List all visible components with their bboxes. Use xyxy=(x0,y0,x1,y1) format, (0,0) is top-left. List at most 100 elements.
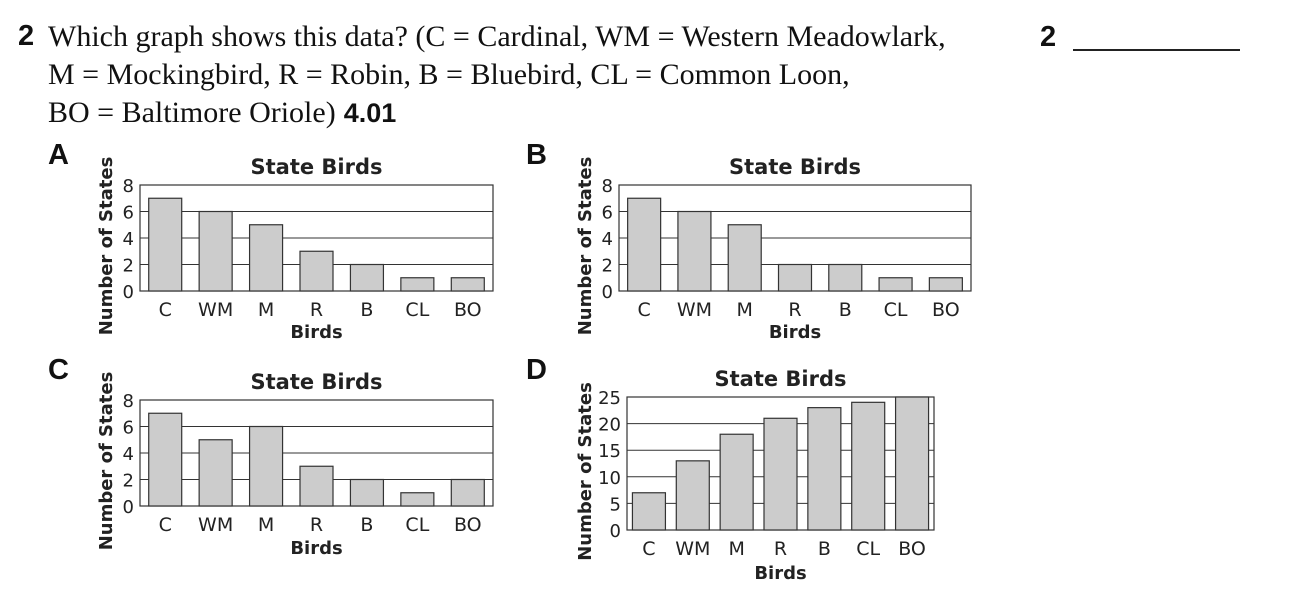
chart-a-xtick-wm: WM xyxy=(198,299,233,321)
chart-d-bar-r xyxy=(763,417,798,531)
chart-b-xlabel: Birds xyxy=(769,322,821,343)
chart-a-xlabel: Birds xyxy=(290,322,342,343)
chart-d-bar-c xyxy=(631,492,667,531)
chart-a-bar-c xyxy=(148,197,183,292)
chart-a-xtick-r: R xyxy=(310,299,323,321)
chart-c-xtick-c: C xyxy=(159,514,172,536)
question-text-line-1: Which graph shows this data? (C = Cardin… xyxy=(48,20,946,53)
chart-d-ytick-10: 10 xyxy=(598,468,621,489)
chart-d-ytick-5: 5 xyxy=(610,494,621,515)
chart-d-xtick-c: C xyxy=(642,538,655,560)
chart-b-bar-c xyxy=(627,197,662,292)
option-a-label[interactable]: A xyxy=(48,139,69,171)
chart-c-xtick-bo: BO xyxy=(454,514,482,536)
chart-a-ytick-0: 0 xyxy=(123,282,134,303)
chart-c-ytick-4: 4 xyxy=(123,444,134,465)
chart-c-ytick-2: 2 xyxy=(123,471,134,492)
chart-c-title: State Birds xyxy=(250,370,382,394)
chart-a-bar-wm xyxy=(198,210,233,292)
chart-c-xtick-cl: CL xyxy=(405,514,429,536)
chart-b-ytick-2: 2 xyxy=(602,256,613,277)
chart-a-ytick-4: 4 xyxy=(123,229,134,250)
chart-d-ytick-15: 15 xyxy=(598,441,621,462)
chart-c-ylabel: Number of States xyxy=(96,372,117,551)
question-number: 2 xyxy=(18,20,35,52)
chart-c-ytick-6: 6 xyxy=(123,418,134,439)
chart-d-xtick-m: M xyxy=(728,538,744,560)
chart-c-xtick-m: M xyxy=(258,514,274,536)
chart-b-xtick-bo: BO xyxy=(932,299,960,321)
chart-a-bar-bo xyxy=(450,277,485,292)
chart-c-ytick-8: 8 xyxy=(123,391,134,412)
question-text-line-3: BO = Baltimore Oriole) 4.01 xyxy=(48,96,396,130)
chart-d-bar-bo xyxy=(894,396,930,531)
chart-c-bar-bo xyxy=(450,478,485,507)
chart-b-xtick-wm: WM xyxy=(677,299,712,321)
chart-b-ytick-0: 0 xyxy=(602,282,613,303)
chart-c-bar-m xyxy=(248,425,284,507)
chart-b-ytick-4: 4 xyxy=(602,229,613,250)
chart-c-bar-r xyxy=(299,465,334,507)
chart-d-bar-cl xyxy=(851,401,886,531)
chart-b-xtick-m: M xyxy=(737,299,753,321)
chart-a-xtick-cl: CL xyxy=(405,299,429,321)
chart-d-xtick-wm: WM xyxy=(675,538,710,560)
chart-a-bar-r xyxy=(299,250,334,292)
answer-blank-line[interactable] xyxy=(1073,49,1240,51)
chart-b-bar-b xyxy=(828,263,863,292)
chart-a-bar-cl xyxy=(400,277,435,292)
chart-d-ytick-25: 25 xyxy=(598,388,621,409)
chart-d-xtick-cl: CL xyxy=(856,538,880,560)
chart-b-xtick-cl: CL xyxy=(884,299,908,321)
chart-a-bar-m xyxy=(248,224,284,292)
chart-d-xlabel: Birds xyxy=(754,563,806,584)
chart-a-xtick-b: B xyxy=(360,299,373,321)
chart-d-xtick-r: R xyxy=(774,538,787,560)
chart-b-bar-m xyxy=(727,224,762,292)
chart-b-bar-cl xyxy=(878,277,913,292)
chart-b-bar-r xyxy=(777,263,813,292)
chart-b-xtick-c: C xyxy=(638,299,651,321)
chart-d-bar-m xyxy=(719,433,754,531)
chart-a-ytick-2: 2 xyxy=(123,256,134,277)
standard-code: 4.01 xyxy=(343,98,397,128)
chart-c-bar-b xyxy=(349,478,385,507)
chart-a-ylabel: Number of States xyxy=(96,157,117,336)
chart-d-ytick-20: 20 xyxy=(598,415,621,436)
chart-c-xlabel: Birds xyxy=(290,538,342,559)
chart-b-ytick-8: 8 xyxy=(602,176,613,197)
chart-c-xtick-r: R xyxy=(310,514,323,536)
chart-d-bar-wm xyxy=(675,460,710,531)
chart-c-ytick-0: 0 xyxy=(123,497,134,518)
chart-d-xtick-bo: BO xyxy=(898,538,926,560)
chart-b-xtick-b: B xyxy=(839,299,852,321)
chart-a-bar-b xyxy=(349,263,385,292)
chart-b-bar-bo xyxy=(928,277,963,292)
chart-a-xtick-bo: BO xyxy=(454,299,482,321)
option-d-label[interactable]: D xyxy=(526,354,547,386)
answer-number: 2 xyxy=(1040,21,1057,53)
chart-c-bar-c xyxy=(148,412,183,507)
chart-d-bar-b xyxy=(807,407,842,531)
chart-b-bar-wm xyxy=(677,210,712,292)
chart-d-title: State Birds xyxy=(714,367,846,391)
chart-c-xtick-wm: WM xyxy=(198,514,233,536)
question-text-line-2: M = Mockingbird, R = Robin, B = Bluebird… xyxy=(48,58,850,91)
chart-c-bar-wm xyxy=(198,439,233,507)
chart-d-ylabel: Number of States xyxy=(575,382,596,561)
chart-b-ylabel: Number of States xyxy=(575,157,596,336)
chart-d-ytick-0: 0 xyxy=(610,521,621,542)
chart-c-xtick-b: B xyxy=(360,514,373,536)
chart-b-xtick-r: R xyxy=(788,299,801,321)
chart-a-xtick-m: M xyxy=(258,299,274,321)
chart-a-ytick-8: 8 xyxy=(123,176,134,197)
chart-b-ytick-6: 6 xyxy=(602,203,613,224)
chart-c-bar-cl xyxy=(400,492,435,507)
chart-a-ytick-6: 6 xyxy=(123,203,134,224)
option-c-label[interactable]: C xyxy=(48,354,69,386)
chart-a-xtick-c: C xyxy=(159,299,172,321)
chart-a-title: State Birds xyxy=(250,155,382,179)
chart-b-title: State Birds xyxy=(729,155,861,179)
option-b-label[interactable]: B xyxy=(526,139,547,171)
